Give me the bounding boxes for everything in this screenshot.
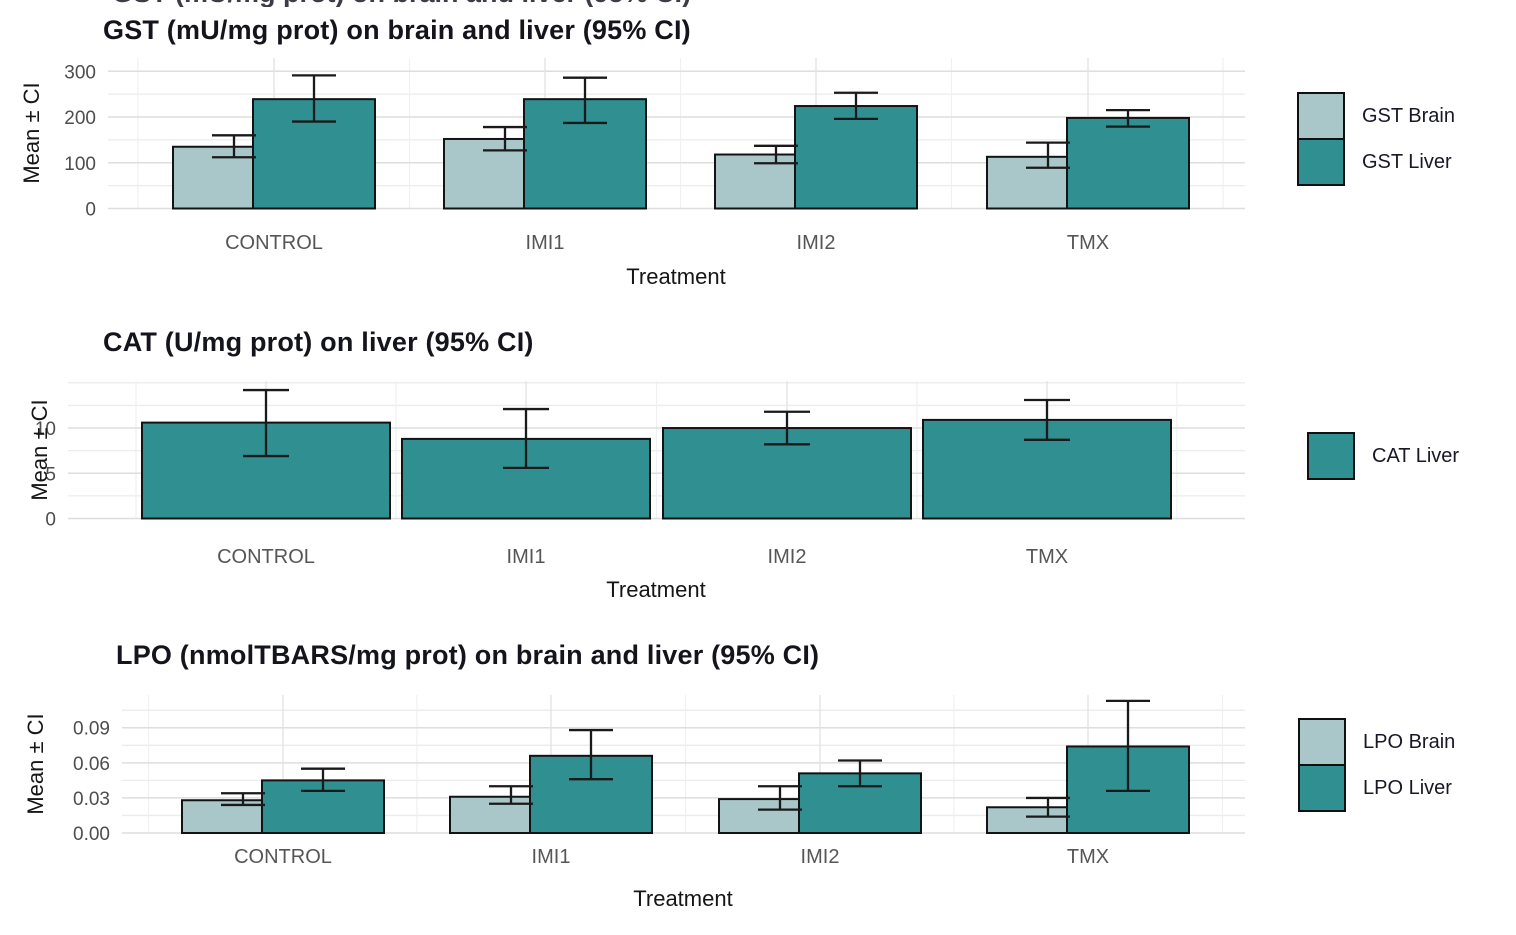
lpo-x-axis-label: Treatment — [633, 886, 733, 911]
y-tick-label: 0 — [45, 510, 56, 531]
x-category-label: CONTROL — [217, 546, 315, 568]
x-category-label: IMI2 — [801, 846, 840, 868]
x-category-label: IMI1 — [507, 546, 546, 568]
lpo-brain-swatch — [1298, 718, 1346, 766]
x-category-label: CONTROL — [234, 846, 332, 868]
gst-legend-swatches — [1297, 92, 1345, 186]
lpo-liver-legend-label: LPO Liver — [1363, 777, 1452, 799]
y-tick-label: 10 — [35, 419, 56, 440]
gst-liver-legend-label: GST Liver — [1362, 151, 1452, 173]
x-category-label: IMI1 — [526, 232, 565, 254]
gst-brain-swatch — [1297, 92, 1345, 140]
bar — [794, 105, 918, 210]
y-tick-label: 100 — [64, 154, 96, 175]
gst-y-axis-label: Mean ± CI — [19, 82, 44, 184]
x-category-label: IMI1 — [532, 846, 571, 868]
lpo-chart-title: LPO (nmolTBARS/mg prot) on brain and liv… — [116, 640, 820, 670]
lpo-brain-legend-label: LPO Brain — [1363, 731, 1456, 753]
gst-liver-swatch — [1297, 138, 1345, 186]
cropped-text-artifact: GST (mU/mg prot) on brain and liver (95%… — [112, 0, 762, 7]
cat-chart-title: CAT (U/mg prot) on liver (95% CI) — [103, 327, 534, 357]
y-tick-label: 0.00 — [73, 824, 110, 845]
cat-legend: CAT Liver — [1307, 432, 1459, 480]
x-category-label: TMX — [1067, 232, 1109, 254]
cat-y-axis-label: Mean ± CI — [27, 399, 52, 501]
y-tick-label: 5 — [45, 464, 56, 485]
lpo-legend: LPO Brain LPO Liver — [1298, 718, 1455, 812]
y-tick-label: 300 — [64, 62, 96, 83]
y-tick-label: 0.03 — [73, 789, 110, 810]
gst-x-axis-label: Treatment — [626, 264, 726, 289]
gst-legend: GST Brain GST Liver — [1297, 92, 1455, 186]
cat-legend-swatches — [1307, 432, 1355, 480]
x-category-label: IMI2 — [797, 232, 836, 254]
y-tick-label: 0 — [85, 200, 96, 221]
cat-liver-legend-label: CAT Liver — [1372, 445, 1460, 467]
y-tick-label: 200 — [64, 108, 96, 129]
lpo-y-axis-label: Mean ± CI — [23, 713, 48, 815]
x-category-label: TMX — [1067, 846, 1109, 868]
gst-brain-legend-label: GST Brain — [1362, 105, 1455, 127]
y-tick-label: 0.06 — [73, 754, 110, 775]
x-category-label: TMX — [1026, 546, 1068, 568]
x-category-label: CONTROL — [225, 232, 323, 254]
cat-liver-swatch — [1307, 432, 1355, 480]
x-category-label: IMI2 — [768, 546, 807, 568]
cat-x-axis-label: Treatment — [606, 577, 706, 602]
y-tick-label: 0.09 — [73, 719, 110, 740]
lpo-legend-swatches — [1298, 718, 1346, 812]
bar — [1066, 116, 1190, 210]
lpo-liver-swatch — [1298, 764, 1346, 812]
gst-chart-title: GST (mU/mg prot) on brain and liver (95%… — [103, 15, 691, 45]
